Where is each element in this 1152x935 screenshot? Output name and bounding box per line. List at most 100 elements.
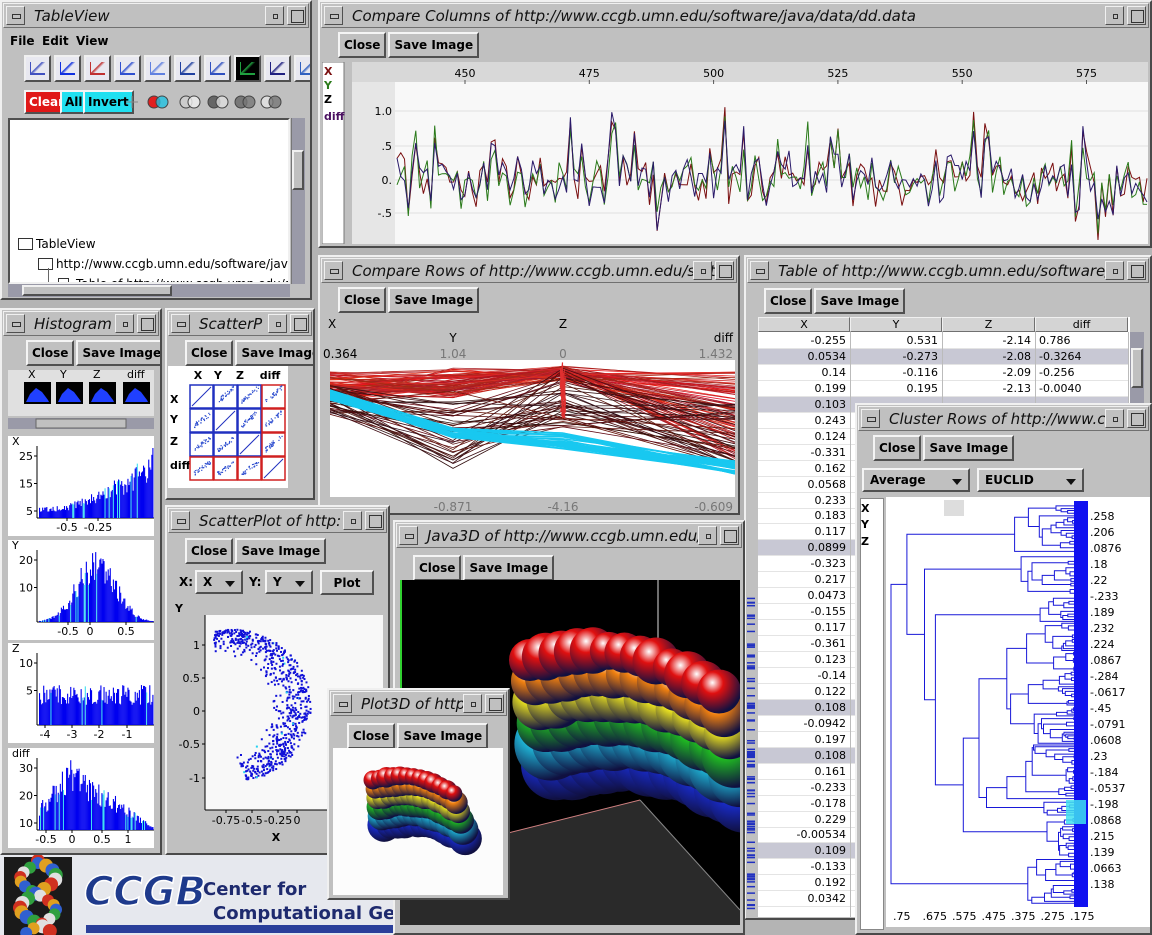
- scatter-point: [284, 760, 287, 763]
- tool-button[interactable]: [174, 55, 201, 82]
- maximize-button[interactable]: [485, 694, 504, 713]
- row-label: X: [170, 393, 179, 406]
- histogram-bar: [99, 805, 101, 830]
- minimize-button[interactable]: [463, 694, 482, 713]
- scatter-point: [254, 757, 257, 760]
- minimize-button[interactable]: [265, 6, 284, 25]
- tree-item[interactable]: TableView: [36, 237, 96, 251]
- tool-button[interactable]: [114, 55, 141, 82]
- button[interactable]: Close: [347, 723, 396, 749]
- button[interactable]: Save Image: [76, 340, 160, 366]
- cell-point: [232, 386, 234, 389]
- button[interactable]: Close: [185, 538, 234, 564]
- tool-button[interactable]: [54, 55, 81, 82]
- button[interactable]: Close: [873, 435, 922, 461]
- scatter-point: [259, 640, 262, 643]
- button[interactable]: Save Image: [235, 340, 313, 366]
- scatter-point: [245, 774, 248, 777]
- column-label: Z: [236, 369, 244, 382]
- button[interactable]: Save Image: [388, 32, 480, 58]
- menu-item[interactable]: View: [76, 34, 109, 48]
- tree-item[interactable]: Table of http://www.ccgb.umn.edu/softwa: [76, 277, 288, 284]
- scatter-point: [214, 643, 217, 646]
- tool-button[interactable]: [24, 55, 51, 82]
- column-header[interactable]: diff: [1035, 317, 1128, 332]
- window-menu-button[interactable]: [171, 314, 190, 333]
- button[interactable]: Save Image: [397, 723, 489, 749]
- linkage-choice[interactable]: Average: [862, 468, 970, 492]
- minimize-button[interactable]: [1105, 409, 1124, 428]
- window-menu-button[interactable]: [399, 526, 418, 545]
- button[interactable]: Close: [764, 288, 813, 314]
- window-menu-button[interactable]: [333, 694, 352, 713]
- cell-point: [221, 395, 223, 397]
- minimize-button[interactable]: [115, 314, 134, 333]
- window-menu-button[interactable]: [750, 261, 769, 280]
- selection-button[interactable]: Invert: [83, 90, 134, 114]
- x-choice[interactable]: X: [195, 570, 243, 594]
- tool-button[interactable]: [84, 55, 111, 82]
- minimize-button[interactable]: [268, 314, 287, 333]
- tool-button[interactable]: [294, 55, 310, 82]
- column-header[interactable]: Y: [850, 317, 942, 332]
- y-choice[interactable]: Y: [265, 570, 313, 594]
- leaf-label: .189: [1090, 606, 1115, 619]
- window-menu-button[interactable]: [324, 261, 343, 280]
- window-menu-button[interactable]: [324, 6, 343, 25]
- scroll-thumb[interactable]: [22, 285, 172, 296]
- menu-item[interactable]: File: [10, 34, 35, 48]
- cell-point: [274, 417, 276, 419]
- button[interactable]: Save Image: [388, 287, 480, 313]
- tool-button[interactable]: [144, 55, 171, 82]
- maximize-button[interactable]: [365, 511, 384, 530]
- scroll-thumb[interactable]: [292, 150, 304, 190]
- minimize-button[interactable]: [1105, 6, 1124, 25]
- minimize-button[interactable]: [1105, 261, 1124, 280]
- tool-button[interactable]: [264, 55, 291, 82]
- minimize-button[interactable]: [698, 526, 717, 545]
- histogram-bar: [68, 510, 70, 518]
- maximize-button[interactable]: [1127, 409, 1146, 428]
- menu-item[interactable]: Edit: [42, 34, 69, 48]
- plot-button[interactable]: Plot: [320, 570, 374, 595]
- minimize-button[interactable]: [693, 261, 712, 280]
- button[interactable]: Save Image: [235, 538, 327, 564]
- tool-button[interactable]: [234, 55, 261, 82]
- maximize-button[interactable]: [715, 261, 734, 280]
- scatter-point: [266, 771, 269, 774]
- scatter-point: [264, 647, 267, 650]
- tool-button[interactable]: [204, 55, 231, 82]
- button[interactable]: Close: [338, 287, 387, 313]
- metric-choice[interactable]: EUCLID: [977, 468, 1084, 492]
- button[interactable]: Close: [26, 340, 75, 366]
- window-menu-button[interactable]: [861, 409, 880, 428]
- maximize-button[interactable]: [287, 6, 306, 25]
- button[interactable]: Save Image: [814, 288, 906, 314]
- window-menu-button[interactable]: [6, 314, 25, 333]
- button[interactable]: Close: [338, 32, 387, 58]
- column-header[interactable]: Z: [942, 317, 1035, 332]
- gutter-mark: [747, 666, 755, 669]
- scroll-thumb[interactable]: [1131, 348, 1143, 388]
- button[interactable]: Save Image: [463, 555, 555, 581]
- window-menu-button[interactable]: [6, 6, 25, 25]
- table-cell: -0.133: [810, 860, 846, 874]
- histogram-bar: [73, 584, 75, 622]
- maximize-button[interactable]: [137, 314, 156, 333]
- maximize-button[interactable]: [720, 526, 739, 545]
- button[interactable]: Close: [413, 555, 462, 581]
- maximize-button[interactable]: [1127, 6, 1146, 25]
- minimize-button[interactable]: [343, 511, 362, 530]
- cell-point: [248, 466, 250, 468]
- cell-point: [193, 471, 196, 473]
- tree-item[interactable]: http://www.ccgb.umn.edu/software/java/da…: [56, 257, 288, 271]
- maximize-button[interactable]: [1127, 261, 1146, 280]
- scatter-point: [267, 642, 270, 645]
- histogram-bar: [65, 795, 67, 830]
- window-menu-button[interactable]: [171, 511, 190, 530]
- maximize-button[interactable]: [290, 314, 309, 333]
- cell-point: [265, 399, 267, 401]
- column-header[interactable]: X: [758, 317, 850, 332]
- button[interactable]: Close: [185, 340, 234, 366]
- button[interactable]: Save Image: [923, 435, 1015, 461]
